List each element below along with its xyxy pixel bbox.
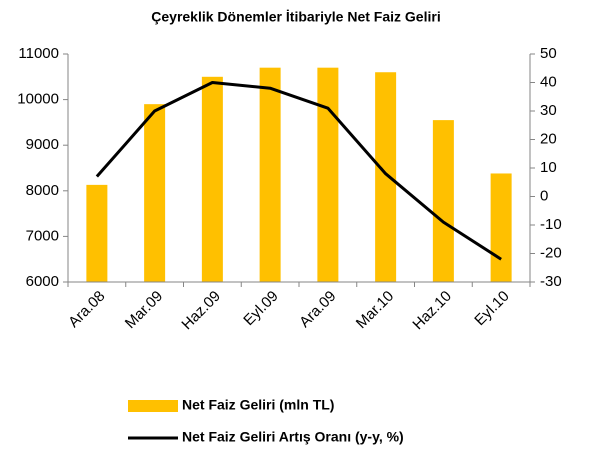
legend-swatch [128, 400, 178, 412]
y2-tick-label: 10 [540, 159, 557, 176]
y2-tick-label: 50 [540, 45, 557, 62]
bar [144, 104, 166, 282]
y-tick-label: 6000 [26, 273, 59, 290]
y-tick-label: 9000 [26, 136, 59, 153]
bar [317, 67, 339, 283]
x-tick-label: Ara.08 [65, 288, 108, 331]
bar [490, 173, 512, 282]
y2-tick-label: -10 [540, 216, 562, 233]
y2-tick-label: 40 [540, 73, 557, 90]
bar [201, 76, 223, 282]
x-tick-label: Haz.09 [178, 288, 224, 334]
x-tick-label: Haz.10 [409, 288, 455, 334]
x-tick-label: Eyl.09 [240, 288, 282, 330]
x-tick-label: Mar.10 [353, 288, 397, 332]
legend-label: Net Faiz Geliri (mln TL) [182, 397, 334, 413]
y2-tick-label: 0 [540, 187, 548, 204]
y-tick-label: 8000 [26, 182, 59, 199]
y-tick-label: 7000 [26, 227, 59, 244]
chart-title: Çeyreklik Dönemler İtibariyle Net Faiz G… [151, 9, 440, 25]
y-tick-label: 10000 [17, 91, 59, 108]
y2-tick-label: 20 [540, 130, 557, 147]
x-tick-label: Mar.09 [122, 288, 166, 332]
bar [432, 120, 454, 283]
bar [375, 72, 397, 283]
y2-tick-label: 30 [540, 102, 557, 119]
y2-tick-label: -30 [540, 273, 562, 290]
line [95, 81, 502, 261]
bar [259, 67, 281, 283]
bar [86, 184, 108, 282]
legend-label: Net Faiz Geliri Artış Oranı (y-y, %) [182, 429, 404, 445]
y-tick-label: 11000 [18, 45, 59, 62]
y2-tick-label: -20 [540, 244, 562, 261]
x-tick-label: Ara.09 [296, 288, 339, 331]
x-tick-label: Eyl.10 [471, 288, 513, 330]
